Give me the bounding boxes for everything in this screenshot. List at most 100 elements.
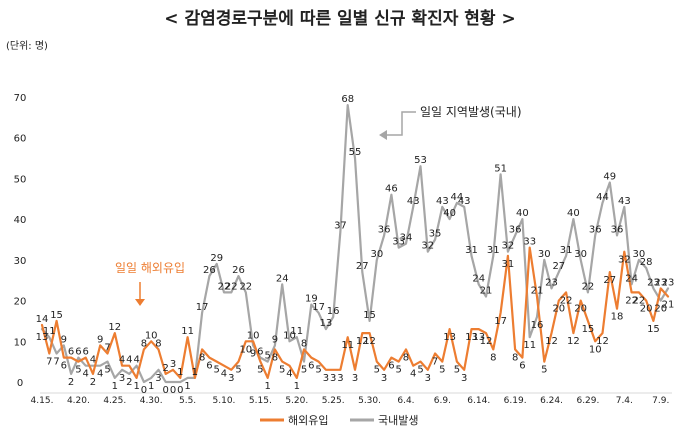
data-label-domestic: 4 xyxy=(97,369,103,380)
data-label-overseas: 1 xyxy=(294,381,300,392)
data-label-overseas: 1 xyxy=(192,367,198,378)
data-label-domestic: 16 xyxy=(531,320,544,331)
data-label-domestic: 26 xyxy=(203,265,216,276)
data-label-overseas: 3 xyxy=(323,373,329,384)
data-label-domestic: 24 xyxy=(625,273,638,284)
y-tick-label: 0 xyxy=(17,378,23,389)
data-label-domestic: 53 xyxy=(414,155,427,166)
annotation-domestic: 일일 지역발생(국내) xyxy=(379,105,522,140)
x-tick-label: 5.30. xyxy=(358,396,381,406)
data-label-overseas: 12 xyxy=(545,336,558,347)
data-label-domestic: 9 xyxy=(250,348,256,359)
data-label-overseas: 4 xyxy=(221,369,227,380)
data-label-overseas: 4 xyxy=(119,355,125,366)
data-label-overseas: 20 xyxy=(574,304,587,315)
data-label-overseas: 5 xyxy=(75,365,81,376)
data-label-domestic: 1 xyxy=(184,381,190,392)
x-tick-label: 5.5. xyxy=(179,396,196,406)
data-label-domestic: 6 xyxy=(257,347,263,358)
data-label-domestic: 43 xyxy=(407,196,420,207)
annotation-domestic-arrow-line xyxy=(386,111,416,136)
data-label-overseas: 20 xyxy=(640,304,653,315)
data-label-overseas: 4 xyxy=(410,369,416,380)
y-tick-label: 70 xyxy=(14,93,27,104)
annotation-overseas-arrowhead-icon xyxy=(135,299,145,306)
data-label-overseas: 14 xyxy=(36,314,49,325)
data-label-overseas: 5 xyxy=(374,365,380,376)
data-label-overseas: 5 xyxy=(541,365,547,376)
data-label-overseas: 13 xyxy=(465,332,478,343)
data-label-domestic: 43 xyxy=(458,196,471,207)
data-label-overseas: 15 xyxy=(582,324,595,335)
x-tick-label: 4.30. xyxy=(140,396,163,406)
data-label-overseas: 5 xyxy=(315,365,321,376)
data-label-overseas: 22 xyxy=(633,295,646,306)
data-label-overseas: 32 xyxy=(618,255,631,266)
data-label-domestic: 1 xyxy=(112,381,118,392)
x-tick-label: 5.10. xyxy=(213,396,236,406)
data-label-overseas: 1 xyxy=(264,381,270,392)
data-label-overseas: 22 xyxy=(560,295,573,306)
data-label-domestic: 28 xyxy=(640,257,653,268)
data-label-overseas: 15 xyxy=(647,324,660,335)
data-label-domestic: 29 xyxy=(210,253,223,264)
data-label-domestic: 43 xyxy=(436,196,449,207)
data-label-overseas: 2 xyxy=(163,363,169,374)
data-label-overseas: 9 xyxy=(97,334,103,345)
x-tick-label: 4.15. xyxy=(31,396,54,406)
data-label-overseas: 1 xyxy=(177,367,183,378)
x-tick-label: 6.24. xyxy=(540,396,563,406)
data-label-domestic: 40 xyxy=(443,208,456,219)
data-label-domestic: 44 xyxy=(596,192,609,203)
data-label-domestic: 16 xyxy=(327,306,340,317)
series-layer xyxy=(40,103,670,384)
data-label-domestic: 2 xyxy=(126,377,132,388)
data-label-domestic: 5 xyxy=(104,365,110,376)
data-label-domestic: 4 xyxy=(82,369,88,380)
data-label-domestic: 21 xyxy=(480,286,493,297)
data-label-overseas: 7 xyxy=(432,357,438,368)
data-label-overseas: 2 xyxy=(90,377,96,388)
data-label-overseas: 6 xyxy=(61,361,67,372)
data-label-domestic: 0 xyxy=(163,385,169,396)
data-label-domestic: 46 xyxy=(385,184,398,195)
data-label-domestic: 40 xyxy=(567,208,580,219)
data-label-domestic: 11 xyxy=(523,340,536,351)
data-label-domestic: 34 xyxy=(400,233,413,244)
data-label-overseas: 7 xyxy=(104,343,110,354)
data-label-domestic: 31 xyxy=(465,245,478,256)
data-label-overseas: 3 xyxy=(228,373,234,384)
data-label-overseas: 12 xyxy=(596,336,609,347)
data-label-domestic: 3 xyxy=(119,373,125,384)
data-label-domestic: 1 xyxy=(192,367,198,378)
data-label-domestic: 30 xyxy=(633,249,646,260)
data-label-overseas: 27 xyxy=(603,275,616,286)
data-label-overseas: 8 xyxy=(141,338,147,349)
data-label-domestic: 17 xyxy=(196,302,209,313)
data-label-domestic: 0 xyxy=(170,385,176,396)
data-label-overseas: 18 xyxy=(611,312,624,323)
x-tick-label: 5.15. xyxy=(249,396,272,406)
data-label-domestic: 40 xyxy=(516,208,529,219)
data-label-domestic: 0 xyxy=(177,385,183,396)
data-label-domestic: 19 xyxy=(305,294,318,305)
data-label-overseas: 10 xyxy=(239,344,252,355)
x-axis-ticks: 4.15. 4.20. 4.25. 4.30. 5.5. 5.10. 5.15. 5.20. 5… xyxy=(31,396,670,406)
data-label-domestic: 23 xyxy=(662,277,675,288)
data-label-domestic: 22 xyxy=(239,281,252,292)
data-label-overseas: 13 xyxy=(443,332,456,343)
annotation-overseas: 일일 해외유입 xyxy=(115,261,185,306)
data-label-domestic: 37 xyxy=(334,220,347,231)
data-label-domestic: 27 xyxy=(552,261,565,272)
data-label-overseas: 5 xyxy=(257,365,263,376)
data-label-overseas: 23 xyxy=(654,277,667,288)
y-axis-ticks: 0 10 20 30 40 50 60 70 xyxy=(14,93,27,389)
data-label-domestic: 13 xyxy=(320,318,333,329)
data-label-domestic: 31 xyxy=(560,245,573,256)
data-label-domestic: 13 xyxy=(36,332,49,343)
legend-label-overseas: 해외유입 xyxy=(288,413,328,427)
data-label-domestic: 35 xyxy=(429,229,442,240)
data-label-domestic: 43 xyxy=(618,196,631,207)
data-label-domestic: 3 xyxy=(155,373,161,384)
